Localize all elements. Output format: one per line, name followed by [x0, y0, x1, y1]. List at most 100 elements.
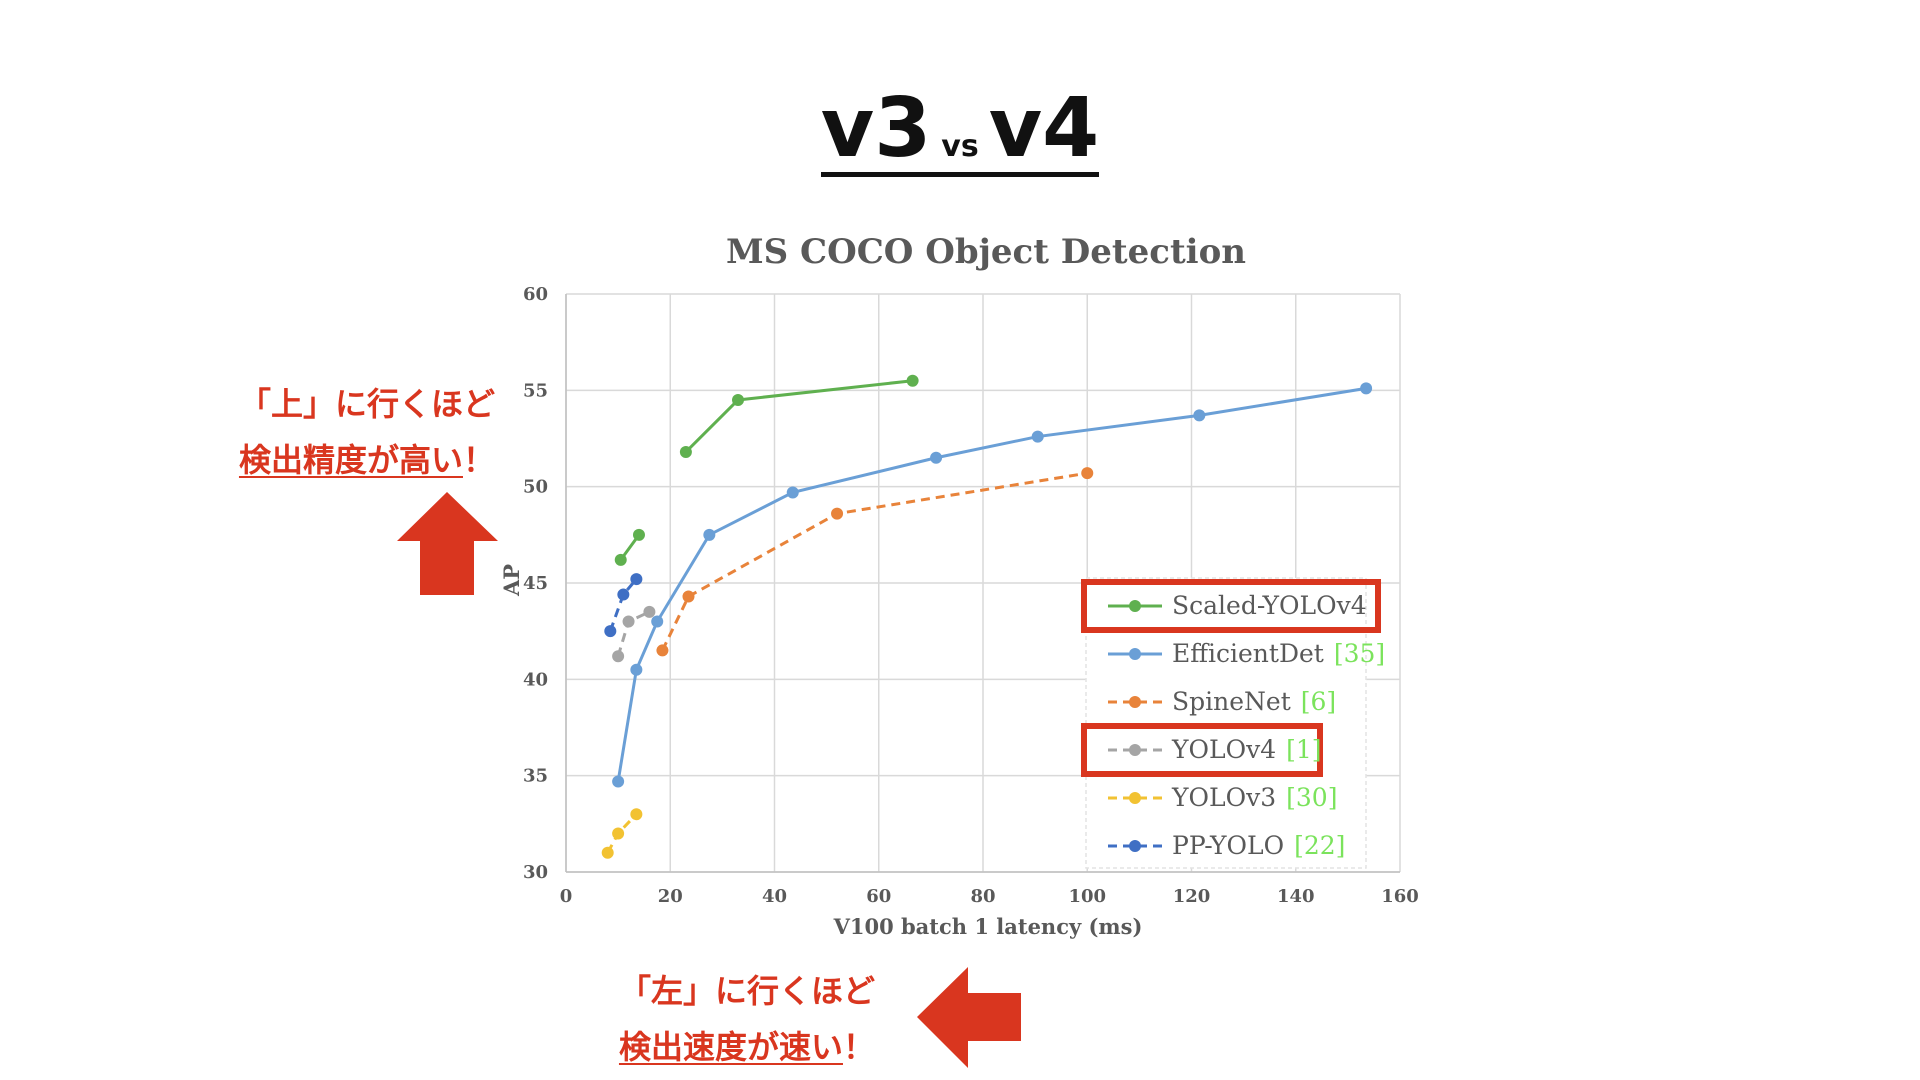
- data-point-yolov4: [622, 615, 635, 628]
- data-point-efficientdet: [703, 528, 716, 541]
- data-point-spinenet: [831, 507, 844, 520]
- legend-swatch-dot: [1129, 696, 1141, 708]
- data-point-scaled-yolov4: [614, 553, 627, 566]
- data-point-efficientdet: [630, 663, 643, 676]
- legend-label: EfficientDet: [1172, 639, 1324, 668]
- x-tick-label: 80: [970, 886, 995, 907]
- data-point-efficientdet: [930, 451, 943, 464]
- data-point-pp-yolo: [604, 625, 617, 638]
- data-point-yolov3: [612, 827, 625, 840]
- data-point-spinenet: [1081, 467, 1094, 480]
- data-point-spinenet: [682, 590, 695, 603]
- svg-text:Scaled-YOLOv4: Scaled-YOLOv4: [1172, 591, 1367, 620]
- legend-item-scaled-yolov4: Scaled-YOLOv4: [1081, 579, 1381, 633]
- x-tick-label: 20: [658, 886, 683, 907]
- accuracy-note: 「上」に行くほど 検出精度が高い！: [210, 376, 495, 488]
- svg-text:YOLOv4[1]: YOLOv4 [1]: [1171, 735, 1322, 764]
- speed-note-line1: 「左」に行くほど: [618, 972, 875, 1010]
- series-spinenet: [656, 467, 1094, 657]
- data-point-yolov4: [643, 605, 656, 618]
- legend-item-yolov3: YOLOv3 [30]: [1108, 783, 1337, 812]
- legend-citation: [22]: [1294, 831, 1345, 860]
- legend-label: Scaled-YOLOv4: [1172, 591, 1367, 620]
- data-point-scaled-yolov4: [632, 528, 645, 541]
- legend-item-efficientdet: EfficientDet [35]: [1108, 639, 1385, 668]
- y-tick-label: 30: [523, 862, 548, 883]
- y-tick-label: 45: [523, 573, 548, 594]
- legend-highlight-box: [1081, 723, 1323, 777]
- data-point-efficientdet: [612, 775, 625, 788]
- data-point-yolov4: [612, 650, 625, 663]
- chart-grid: [565, 293, 1401, 873]
- data-point-scaled-yolov4: [732, 393, 745, 406]
- series-yolov3: [601, 808, 643, 859]
- legend-item-pp-yolo: PP-YOLO [22]: [1108, 831, 1345, 860]
- data-point-efficientdet: [651, 615, 664, 628]
- legend-label: YOLOv4: [1171, 735, 1276, 764]
- speed-note-mark: ！: [842, 1028, 875, 1066]
- data-point-pp-yolo: [617, 588, 630, 601]
- x-tick-label: 60: [866, 886, 891, 907]
- svg-text:YOLOv3[30]: YOLOv3 [30]: [1171, 783, 1337, 812]
- data-point-efficientdet: [1031, 430, 1044, 443]
- x-tick-label: 100: [1068, 886, 1106, 907]
- accuracy-note-line1: 「上」に行くほど: [238, 385, 495, 423]
- legend-swatch-dot: [1129, 744, 1141, 756]
- chart-legend: Scaled-YOLOv4 EfficientDet [35] SpineNet [6]…: [1081, 577, 1385, 869]
- y-tick-label: 55: [523, 380, 548, 401]
- legend-swatch-dot: [1129, 840, 1141, 852]
- x-tick-label: 140: [1277, 886, 1315, 907]
- legend-swatch-dot: [1129, 600, 1141, 612]
- legend-swatch-dot: [1129, 792, 1141, 804]
- y-axis-ticks: 30 35 40 45 50 55 60: [523, 284, 548, 883]
- series-yolov4: [612, 605, 656, 663]
- title-v3: v3: [820, 81, 932, 176]
- title-v4: v4: [988, 81, 1100, 176]
- y-tick-label: 60: [523, 284, 548, 305]
- data-point-scaled-yolov4: [906, 374, 919, 387]
- data-point-scaled-yolov4: [679, 445, 692, 458]
- data-point-efficientdet: [1193, 409, 1206, 422]
- slide-title: v3 vs v4: [0, 88, 1920, 177]
- x-tick-label: 160: [1381, 886, 1419, 907]
- legend-item-yolov4: YOLOv4 [1]: [1081, 723, 1323, 777]
- legend-citation: [6]: [1301, 687, 1336, 716]
- legend-citation: [30]: [1286, 783, 1337, 812]
- data-point-pp-yolo: [630, 573, 643, 586]
- y-tick-label: 50: [523, 477, 548, 498]
- x-axis-label: V100 batch 1 latency (ms): [833, 914, 1143, 939]
- y-tick-label: 35: [523, 766, 548, 787]
- chart-series: [601, 374, 1373, 859]
- y-axis-label: AP: [499, 564, 524, 597]
- series-line-spinenet: [661, 471, 1088, 652]
- data-point-yolov3: [630, 808, 643, 821]
- series-scaled-yolov4: [614, 374, 919, 566]
- y-tick-label: 40: [523, 669, 548, 690]
- data-point-spinenet: [656, 644, 669, 657]
- data-point-efficientdet: [1360, 382, 1373, 395]
- x-axis-ticks: 0 20 40 60 80 100 120 140 160: [560, 886, 1419, 907]
- svg-text:PP-YOLO[22]: PP-YOLO [22]: [1172, 831, 1345, 860]
- speed-note-line2: 検出速度が速い: [618, 1028, 843, 1066]
- svg-text:SpineNet[6]: SpineNet [6]: [1172, 687, 1336, 716]
- svg-text:EfficientDet[35]: EfficientDet [35]: [1172, 639, 1385, 668]
- up-arrow-icon: [397, 492, 498, 595]
- legend-item-spinenet: SpineNet [6]: [1108, 687, 1336, 716]
- legend-citation: [35]: [1334, 639, 1385, 668]
- data-point-yolov3: [601, 846, 614, 859]
- accuracy-note-mark: ！: [462, 441, 495, 479]
- x-tick-label: 40: [762, 886, 787, 907]
- x-tick-label: 0: [560, 886, 573, 907]
- x-tick-label: 120: [1173, 886, 1211, 907]
- series-pp-yolo: [604, 573, 643, 638]
- title-vs: vs: [941, 129, 979, 164]
- series-efficientdet: [612, 382, 1373, 788]
- legend-label: SpineNet: [1172, 687, 1291, 716]
- accuracy-note-line2: 検出精度が高い: [238, 441, 463, 479]
- legend-swatch-dot: [1129, 648, 1141, 660]
- data-point-efficientdet: [786, 486, 799, 499]
- legend-citation: [1]: [1286, 735, 1321, 764]
- legend-label: YOLOv3: [1171, 783, 1276, 812]
- legend-label: PP-YOLO: [1172, 831, 1284, 860]
